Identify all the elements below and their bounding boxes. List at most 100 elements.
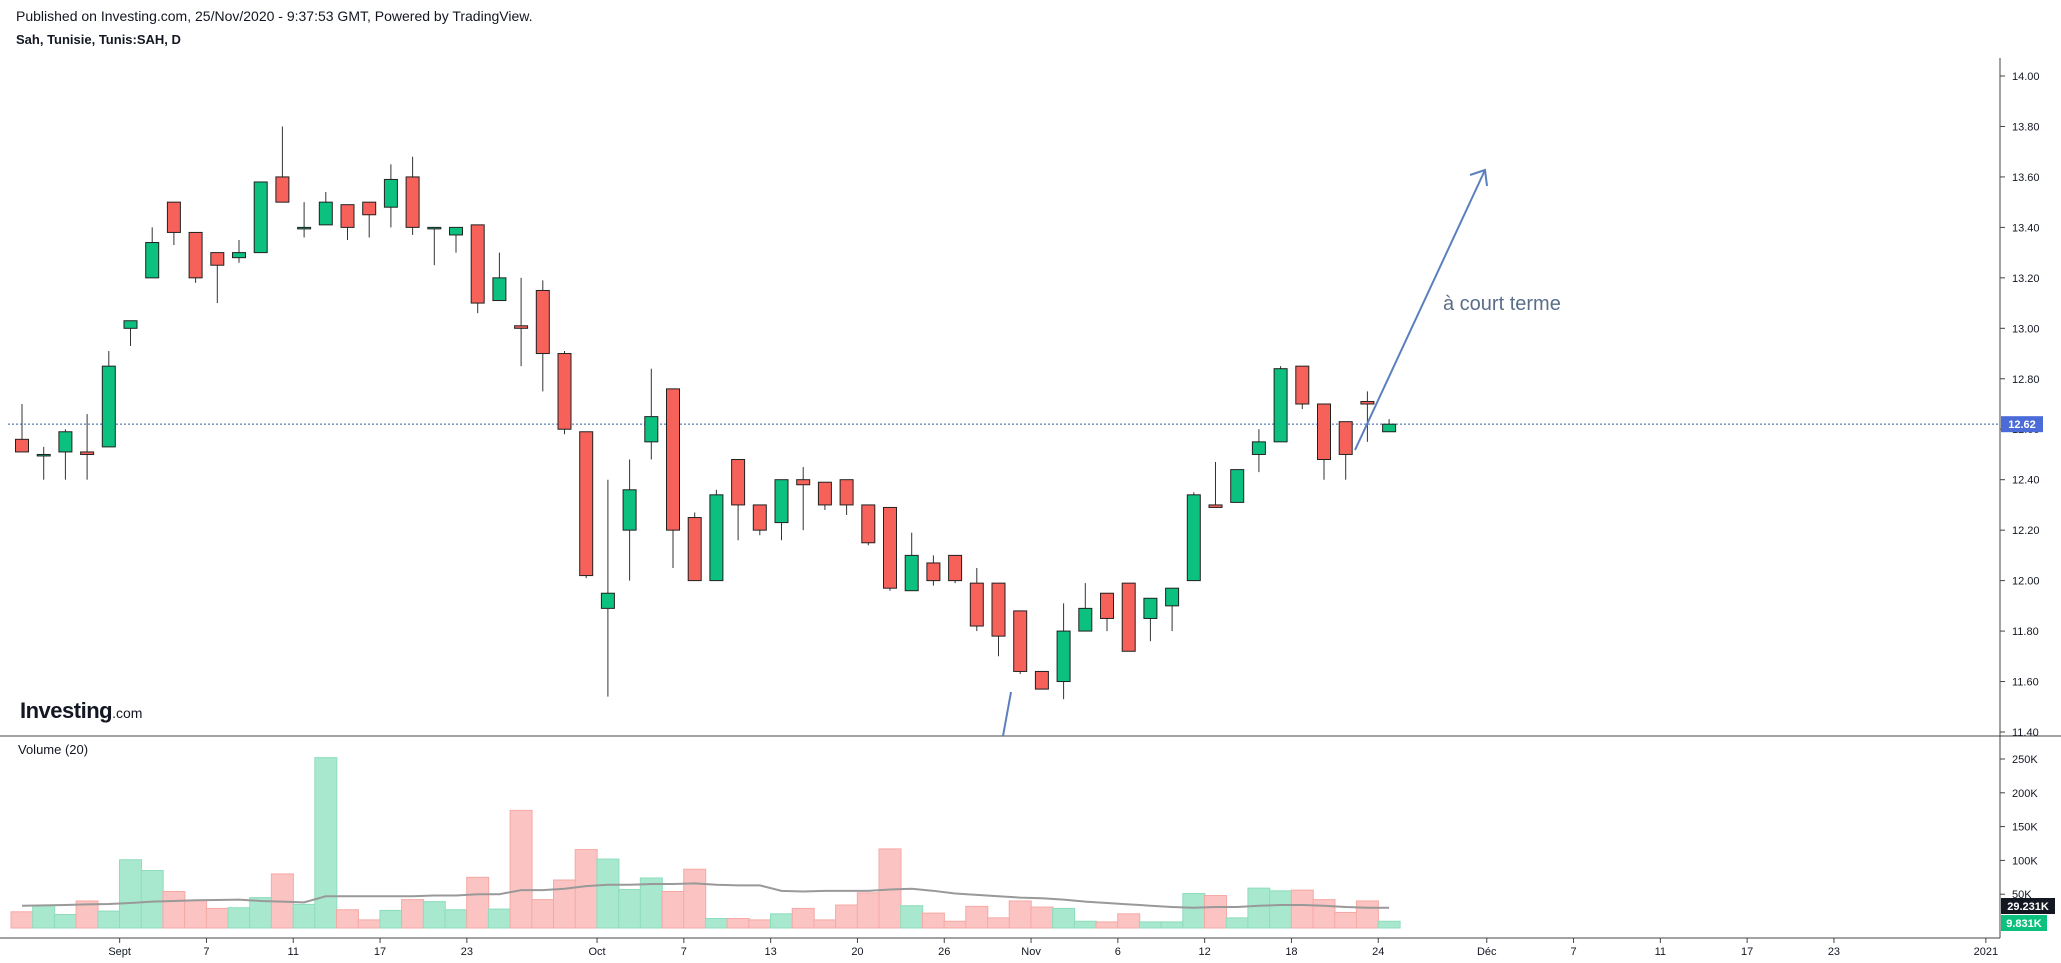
candle (449, 226, 463, 253)
candle-body (796, 479, 811, 486)
time-axis-labels: Sept 7 11 17 23 Oct 7 13 20 26 Nov 6 12 18 24 Déc 7 11 17 2… (108, 938, 1998, 958)
volume-bar (770, 913, 793, 929)
price-tick-label: 11.60 (2012, 677, 2039, 689)
candle (275, 126, 290, 203)
volume-bar (292, 903, 316, 929)
candle (362, 201, 377, 238)
candle (926, 555, 941, 586)
volume-bar (748, 919, 772, 929)
time-tick-label: 18 (1285, 946, 1297, 958)
candle (861, 504, 876, 546)
candle (383, 164, 398, 228)
candle-body (232, 252, 246, 259)
candle-body (166, 201, 181, 233)
time-tick-label: 11 (288, 946, 299, 958)
time-tick-label: 6 (1115, 946, 1121, 958)
price-tick-label: 11.40 (2012, 727, 2039, 739)
trend-arrow-line (1354, 169, 1486, 451)
candle (297, 202, 312, 238)
candle-body (275, 176, 290, 203)
candle (600, 479, 615, 697)
volume-bar (921, 912, 945, 929)
volume-bar (314, 757, 338, 929)
candle (796, 467, 811, 531)
time-tick-label: 20 (851, 946, 863, 958)
volume-bar (509, 809, 533, 929)
volume-bar (227, 907, 251, 929)
volume-bar (162, 890, 186, 929)
candle-body (752, 504, 767, 531)
volume-bar (1030, 906, 1054, 929)
price-tick-label: 14.00 (2012, 71, 2040, 83)
candle (58, 429, 73, 480)
volume-bar (422, 901, 446, 929)
volume-bar (184, 899, 208, 929)
volume-bar (987, 917, 1010, 929)
volume-bar (661, 890, 685, 929)
time-tick-label: Oct (588, 946, 605, 958)
volume-bar (1269, 890, 1293, 929)
volume-bar (704, 918, 728, 929)
volume-bar (813, 919, 837, 929)
svg-text:29.231K: 29.231K (2007, 901, 2049, 913)
candle (1143, 597, 1158, 642)
volume-bar (466, 876, 490, 929)
candle (1382, 419, 1397, 433)
volume-bar (1312, 899, 1336, 929)
candle-body (470, 224, 485, 304)
candle-body (969, 582, 984, 627)
volume-bar (639, 877, 663, 929)
volume-bar (205, 907, 229, 929)
candle (948, 554, 963, 584)
volume-pane-title: Volume (20) (18, 742, 89, 757)
candle-body (1273, 368, 1288, 443)
candle-body (123, 320, 138, 329)
price-tick-label: 12.40 (2012, 475, 2040, 487)
candle (709, 489, 724, 582)
svg-text:12.62: 12.62 (2008, 419, 2036, 431)
candle-body (904, 554, 919, 592)
candle-body (1295, 365, 1310, 405)
price-tag: 12.62 (2001, 416, 2043, 433)
candle (340, 204, 355, 240)
candle (666, 388, 680, 568)
time-tick-label: Sept (108, 946, 131, 958)
time-tick-label: 23 (1828, 946, 1840, 958)
candle-body (1121, 582, 1136, 652)
annotation-text[interactable]: à court terme (1443, 293, 1561, 315)
candle-body (709, 494, 724, 582)
time-tick-label: 7 (681, 946, 687, 958)
candle (991, 582, 1006, 657)
candle-body (1078, 607, 1093, 632)
candle (1273, 366, 1288, 443)
candle-body (362, 201, 377, 216)
volume-tag: 29.231K (2001, 898, 2055, 914)
candle (731, 459, 746, 541)
candle-body (622, 489, 637, 531)
candle (1251, 429, 1266, 473)
candle (579, 431, 594, 579)
candle (1338, 421, 1353, 480)
candle (817, 481, 832, 510)
candle-body (253, 181, 268, 254)
candle-layer (15, 126, 1397, 700)
time-tick-label: Déc (1477, 946, 1497, 958)
candle-body (774, 479, 789, 524)
volume-bar (140, 870, 164, 929)
price-tick-label: 11.80 (2012, 626, 2039, 638)
candle (1208, 462, 1223, 508)
volume-tick-label: 250K (2012, 754, 2038, 766)
candle (232, 240, 246, 263)
candle-body (145, 242, 160, 279)
price-tick-label: 13.40 (2012, 222, 2040, 234)
price-axis-labels: 14.0013.8013.6013.4013.2013.0012.8012.60… (2000, 71, 2040, 739)
time-tick-label: 17 (1741, 946, 1753, 958)
candle-body (514, 325, 529, 329)
price-tick-label: 12.00 (2012, 576, 2040, 588)
candle (839, 479, 854, 516)
candle-body (427, 226, 442, 230)
volume-bar (574, 849, 598, 929)
volume-bar (379, 909, 403, 929)
candle-body (449, 226, 463, 236)
